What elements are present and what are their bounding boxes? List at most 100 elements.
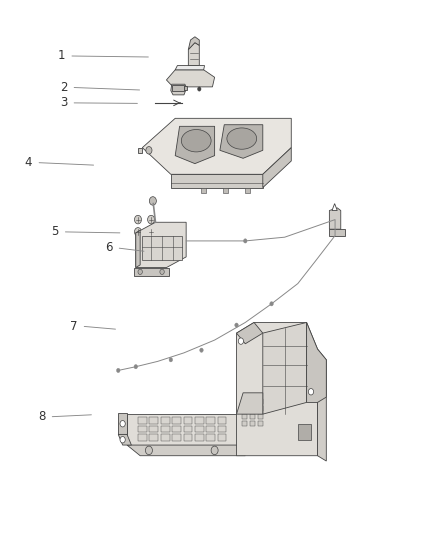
Bar [161, 434, 170, 441]
Polygon shape [171, 174, 263, 188]
Bar [258, 399, 263, 404]
Polygon shape [188, 43, 199, 66]
Polygon shape [138, 148, 142, 153]
Circle shape [160, 269, 164, 274]
Polygon shape [175, 126, 215, 164]
Bar [250, 406, 255, 411]
Circle shape [146, 147, 152, 154]
Bar [242, 421, 247, 426]
Bar [242, 406, 247, 411]
Circle shape [149, 197, 156, 205]
Ellipse shape [181, 130, 211, 152]
Polygon shape [175, 66, 205, 70]
Polygon shape [136, 230, 140, 268]
Bar [195, 434, 204, 441]
Text: 1: 1 [57, 50, 65, 62]
Circle shape [244, 239, 247, 243]
Polygon shape [263, 322, 307, 414]
Circle shape [235, 323, 238, 327]
Polygon shape [188, 37, 199, 50]
Bar [138, 426, 147, 432]
Text: 6: 6 [105, 241, 113, 254]
Bar [258, 421, 263, 426]
Bar [149, 434, 158, 441]
Polygon shape [223, 188, 228, 193]
Polygon shape [127, 445, 245, 456]
Bar [250, 414, 255, 419]
Circle shape [169, 358, 173, 362]
Circle shape [211, 446, 218, 455]
Circle shape [308, 389, 314, 395]
Bar [195, 417, 204, 424]
Bar [218, 426, 226, 432]
Bar [206, 417, 215, 424]
Bar [184, 417, 192, 424]
Polygon shape [237, 322, 318, 456]
Circle shape [138, 269, 142, 274]
Text: 2: 2 [60, 81, 67, 94]
Polygon shape [329, 229, 345, 236]
Text: 7: 7 [70, 320, 78, 333]
Polygon shape [172, 85, 184, 91]
Polygon shape [329, 208, 341, 229]
Bar [138, 434, 147, 441]
Bar [258, 414, 263, 419]
Polygon shape [136, 222, 186, 268]
Circle shape [120, 421, 125, 427]
Bar [172, 426, 181, 432]
Polygon shape [245, 188, 250, 193]
Circle shape [270, 302, 273, 306]
Polygon shape [142, 236, 182, 260]
Bar [206, 426, 215, 432]
Circle shape [198, 87, 201, 91]
Bar [218, 417, 226, 424]
Polygon shape [237, 393, 263, 414]
Bar [149, 417, 158, 424]
Circle shape [117, 368, 120, 373]
Polygon shape [307, 322, 326, 402]
Bar [161, 417, 170, 424]
Polygon shape [166, 70, 215, 87]
Ellipse shape [227, 128, 257, 149]
Bar [172, 434, 181, 441]
Text: 8: 8 [38, 410, 45, 423]
Bar [161, 426, 170, 432]
Polygon shape [318, 349, 326, 461]
Polygon shape [142, 118, 291, 174]
Bar [242, 414, 247, 419]
Circle shape [120, 437, 125, 443]
Circle shape [134, 228, 141, 236]
Polygon shape [118, 434, 131, 445]
Circle shape [238, 338, 244, 344]
Bar [242, 399, 247, 404]
Text: 4: 4 [25, 156, 32, 169]
Polygon shape [184, 86, 187, 90]
Circle shape [148, 228, 155, 236]
Circle shape [200, 348, 203, 352]
Bar [206, 434, 215, 441]
Text: 3: 3 [60, 96, 67, 109]
Bar [258, 406, 263, 411]
Circle shape [148, 215, 155, 224]
Circle shape [145, 446, 152, 455]
Polygon shape [118, 413, 127, 434]
Polygon shape [134, 268, 169, 276]
Bar [250, 421, 255, 426]
Bar [218, 434, 226, 441]
Polygon shape [332, 204, 337, 211]
Polygon shape [263, 148, 291, 188]
Circle shape [134, 365, 138, 369]
Polygon shape [237, 322, 263, 344]
Bar [195, 426, 204, 432]
Bar [138, 417, 147, 424]
Bar [298, 424, 311, 440]
Polygon shape [201, 188, 206, 193]
Bar [250, 399, 255, 404]
Polygon shape [127, 414, 237, 445]
Bar [184, 426, 192, 432]
Polygon shape [220, 125, 263, 158]
Polygon shape [171, 84, 187, 95]
Text: 5: 5 [51, 225, 58, 238]
Bar [184, 434, 192, 441]
Bar [149, 426, 158, 432]
